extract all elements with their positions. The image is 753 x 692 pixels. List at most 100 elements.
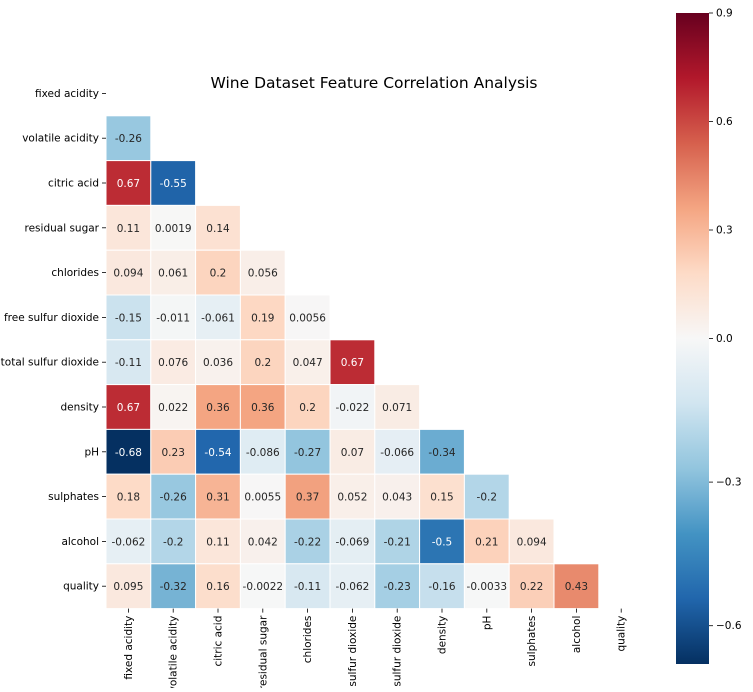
heatmap-cell-total-sulfur-dioxide-volatile-acidity: 0.076: [150, 339, 197, 386]
heatmap-cell-ph-volatile-acidity: 0.23: [150, 428, 197, 475]
heatmap-cell-value: -0.34: [428, 447, 455, 459]
heatmap-cell-rect: [105, 518, 152, 565]
column-label-free-sulfur-dioxide: free sulfur dioxide: [347, 616, 359, 688]
heatmap-cell-quality-volatile-acidity: -0.32: [150, 563, 197, 610]
heatmap-cell-value: 0.67: [117, 178, 140, 190]
heatmap-cell-value: 0.67: [341, 357, 364, 369]
heatmap-cell-value: 0.071: [382, 402, 412, 414]
heatmap-cell-density-free-sulfur-dioxide: -0.022: [329, 384, 376, 430]
heatmap-cell-value: 0.095: [113, 581, 143, 593]
row-label-alcohol: alcohol: [61, 536, 99, 548]
heatmap-cell-value: -0.22: [294, 536, 321, 548]
heatmap-cell-value: -0.022: [335, 402, 369, 414]
heatmap-cell-value: 0.31: [206, 492, 229, 504]
heatmap-cell-value: 0.18: [117, 492, 140, 504]
heatmap-cell-alcohol-chlorides: -0.22: [284, 518, 331, 565]
heatmap-cell-value: -0.15: [115, 312, 142, 324]
cells-layer: -0.26 0.67 -0.55 0.11 0.0019 0.14 0.094 0.061 0.…: [105, 115, 600, 610]
heatmap-cell-value: -0.16: [428, 581, 455, 593]
heatmap-cell-rect: [329, 339, 376, 386]
heatmap-cell-ph-total-sulfur-dioxide: -0.066: [374, 428, 421, 475]
column-label-residual-sugar: residual sugar: [257, 615, 269, 688]
heatmap-cell-rect: [195, 518, 241, 565]
heatmap-cell-value: 0.36: [251, 402, 275, 414]
heatmap-cell-rect: [329, 473, 376, 520]
heatmap-cell-value: -0.55: [160, 178, 187, 190]
heatmap-cell-value: 0.043: [382, 492, 412, 504]
heatmap-cell-citric-acid-fixed-acidity: 0.67: [105, 160, 152, 206]
heatmap-cell-value: -0.11: [115, 357, 142, 369]
column-label-sulphates: sulphates: [526, 616, 538, 667]
heatmap-cell-rect: [284, 518, 331, 565]
heatmap-cell-sulphates-ph: -0.2: [463, 473, 510, 520]
heatmap-cell-free-sulfur-dioxide-residual-sugar: 0.19: [239, 294, 286, 341]
heatmap-cell-rect: [463, 473, 510, 520]
row-label-total-sulfur-dioxide: total sulfur dioxide: [1, 357, 99, 369]
column-label-quality: quality: [616, 616, 628, 652]
heatmap-cell-alcohol-total-sulfur-dioxide: -0.21: [374, 518, 421, 565]
heatmap-cell-value: -0.069: [335, 536, 369, 548]
heatmap-cell-value: 0.0019: [155, 223, 192, 235]
heatmap-cell-value: 0.0056: [289, 312, 326, 324]
heatmap-cell-rect: [150, 518, 197, 565]
row-label-sulphates: sulphates: [48, 491, 99, 503]
heatmap-cell-ph-density: -0.34: [419, 428, 465, 475]
heatmap-cell-value: -0.21: [384, 536, 411, 548]
row-label-volatile-acidity: volatile acidity: [22, 133, 99, 145]
heatmap-cell-value: 0.042: [248, 536, 278, 548]
heatmap-cell-residual-sugar-citric-acid: 0.14: [195, 204, 241, 251]
heatmap-cell-rect: [508, 518, 555, 565]
heatmap-cell-quality-ph: -0.0033: [463, 563, 510, 610]
heatmap-cell-value: 0.047: [293, 357, 323, 369]
heatmap-cell-value: 0.23: [162, 447, 185, 459]
heatmap-cell-value: -0.11: [294, 581, 321, 593]
column-label-total-sulfur-dioxide: total sulfur dioxide: [392, 616, 404, 688]
heatmap-cell-rect: [150, 294, 197, 341]
heatmap-cell-value: 0.094: [113, 268, 143, 280]
heatmap-cell-rect: [105, 563, 152, 610]
heatmap-cell-value: -0.2: [163, 536, 184, 548]
column-label-density: density: [437, 616, 449, 655]
heatmap-cell-value: 0.14: [206, 223, 230, 235]
heatmap-cell-value: -0.0022: [243, 581, 284, 593]
heatmap-cell-value: 0.036: [203, 357, 233, 369]
heatmap-cell-value: 0.022: [158, 402, 188, 414]
heatmap-cell-rect: [239, 339, 286, 386]
heatmap-cell-rect: [553, 563, 600, 610]
heatmap-cell-alcohol-fixed-acidity: -0.062: [105, 518, 152, 565]
heatmap-cell-rect: [284, 339, 331, 386]
heatmap-cell-value: 0.19: [251, 312, 274, 324]
heatmap-cell-rect: [105, 428, 152, 475]
row-labels: fixed acidity volatile acidity citric acid…: [1, 88, 106, 593]
heatmap-cell-density-fixed-acidity: 0.67: [105, 384, 152, 430]
row-label-ph: pH: [84, 446, 99, 458]
heatmap-cell-residual-sugar-volatile-acidity: 0.0019: [150, 204, 197, 251]
heatmap-cell-value: 0.37: [296, 492, 319, 504]
heatmap-cell-density-citric-acid: 0.36: [195, 384, 241, 430]
row-label-free-sulfur-dioxide: free sulfur dioxide: [4, 312, 99, 324]
heatmap-cell-quality-density: -0.16: [419, 563, 465, 610]
heatmap-cell-citric-acid-volatile-acidity: -0.55: [150, 160, 197, 206]
heatmap-cell-sulphates-free-sulfur-dioxide: 0.052: [329, 473, 376, 520]
heatmap-cell-rect: [374, 384, 421, 430]
colorbar-tick-label: −0.6: [716, 620, 742, 632]
heatmap-cell-sulphates-density: 0.15: [419, 473, 465, 520]
heatmap-cell-free-sulfur-dioxide-chlorides: 0.0056: [284, 294, 331, 341]
heatmap-cell-free-sulfur-dioxide-fixed-acidity: -0.15: [105, 294, 152, 341]
heatmap-cell-value: -0.54: [204, 447, 231, 459]
heatmap-cell-rect: [329, 563, 376, 610]
heatmap-cell-value: -0.062: [111, 536, 145, 548]
heatmap-cell-ph-free-sulfur-dioxide: 0.07: [329, 428, 376, 475]
heatmap-cell-alcohol-ph: 0.21: [463, 518, 510, 565]
heatmap-cell-sulphates-citric-acid: 0.31: [195, 473, 241, 520]
heatmap-cell-rect: [105, 473, 152, 520]
heatmap-cell-quality-citric-acid: 0.16: [195, 563, 241, 610]
heatmap-cell-chlorides-volatile-acidity: 0.061: [150, 249, 197, 296]
heatmap-cell-alcohol-sulphates: 0.094: [508, 518, 555, 565]
heatmap-cell-sulphates-fixed-acidity: 0.18: [105, 473, 152, 520]
heatmap-cell-total-sulfur-dioxide-residual-sugar: 0.2: [239, 339, 286, 386]
column-label-fixed-acidity: fixed acidity: [123, 616, 135, 680]
heatmap-cell-value: -0.011: [156, 312, 190, 324]
heatmap-cell-value: 0.43: [565, 581, 588, 593]
heatmap-cell-total-sulfur-dioxide-free-sulfur-dioxide: 0.67: [329, 339, 376, 386]
